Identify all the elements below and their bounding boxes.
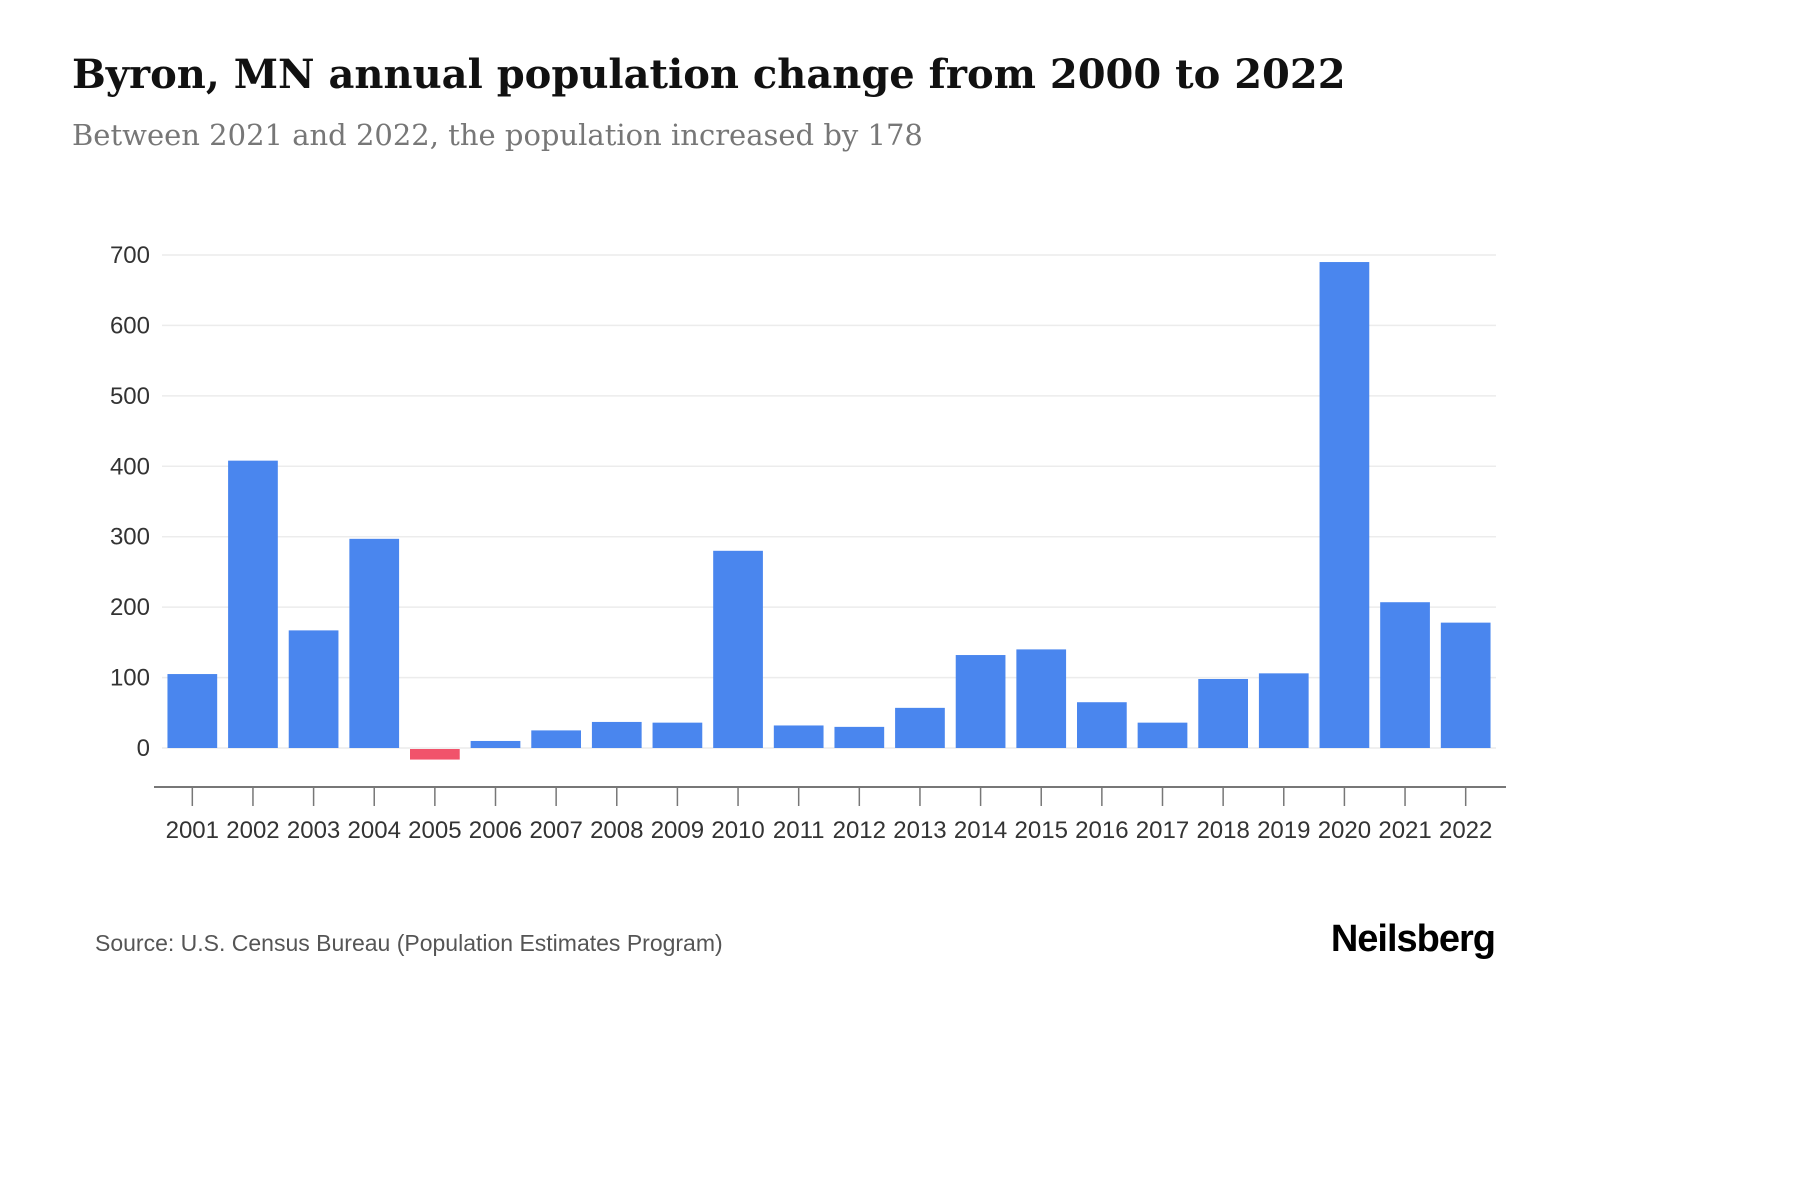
x-axis-tick-label: 2018 xyxy=(1196,817,1249,844)
x-axis-tick-label: 2010 xyxy=(711,817,764,844)
x-axis-tick-label: 2016 xyxy=(1075,817,1128,844)
bar-positive xyxy=(167,674,218,748)
y-axis-tick-label: 500 xyxy=(110,383,150,410)
x-axis-tick-label: 2014 xyxy=(954,817,1007,844)
brand-logo: Neilsberg xyxy=(1330,918,1496,960)
bar-positive xyxy=(955,655,1006,748)
x-axis-tick-label: 2008 xyxy=(590,817,643,844)
y-axis-tick-label: 300 xyxy=(110,524,150,551)
x-axis-tick-label: 2012 xyxy=(833,817,886,844)
x-axis-tick-label: 2006 xyxy=(469,817,522,844)
bar-positive xyxy=(895,707,945,748)
bar-positive xyxy=(1198,678,1248,748)
bar-positive xyxy=(652,722,703,748)
x-axis-tick-label: 2013 xyxy=(893,817,946,844)
bar-positive xyxy=(1380,602,1430,748)
chart-subtitle: Between 2021 and 2022, the population in… xyxy=(72,118,923,152)
y-axis-tick-label: 400 xyxy=(110,453,150,480)
bar-negative xyxy=(410,749,460,760)
x-axis-tick-label: 2009 xyxy=(651,817,704,844)
x-axis-tick-label: 2022 xyxy=(1439,817,1492,844)
x-axis-tick-label: 2019 xyxy=(1257,817,1310,844)
x-axis-tick-label: 2001 xyxy=(166,817,219,844)
chart-footer: Source: U.S. Census Bureau (Population E… xyxy=(95,918,1496,961)
bar-positive xyxy=(1440,622,1491,748)
x-axis-tick-label: 2021 xyxy=(1378,817,1431,844)
bar-positive xyxy=(773,725,824,748)
x-axis-tick-label: 2002 xyxy=(226,817,279,844)
bar-positive xyxy=(349,538,400,748)
y-axis-tick-label: 600 xyxy=(110,312,150,339)
bar-positive xyxy=(1258,673,1309,748)
y-axis-tick-label: 0 xyxy=(137,735,150,762)
bar-positive xyxy=(531,730,581,748)
x-axis-tick-label: 2020 xyxy=(1318,817,1371,844)
bar-positive xyxy=(713,550,763,748)
x-axis-tick-label: 2017 xyxy=(1136,817,1189,844)
y-axis-tick-label: 100 xyxy=(110,665,150,692)
bar-positive xyxy=(1319,262,1370,748)
bar-positive xyxy=(1077,702,1127,748)
bar-positive xyxy=(1016,649,1067,748)
x-axis-tick-label: 2007 xyxy=(529,817,582,844)
bar-positive xyxy=(834,726,885,748)
bar-positive xyxy=(470,740,521,748)
source-note: Source: U.S. Census Bureau (Population E… xyxy=(95,930,723,956)
bar-positive xyxy=(288,630,339,748)
y-axis-tick-label: 700 xyxy=(110,242,150,269)
bar-positive xyxy=(228,460,278,748)
x-axis-tick-label: 2004 xyxy=(348,817,401,844)
x-axis-tick-label: 2011 xyxy=(773,817,825,844)
bar-positive xyxy=(1137,722,1188,748)
x-axis-tick-label: 2003 xyxy=(287,817,340,844)
x-axis-tick-label: 2015 xyxy=(1015,817,1068,844)
x-axis-tick-label: 2005 xyxy=(408,817,461,844)
y-axis-tick-label: 200 xyxy=(110,594,150,621)
chart-title: Byron, MN annual population change from … xyxy=(72,51,1346,98)
bar-positive xyxy=(591,721,642,748)
